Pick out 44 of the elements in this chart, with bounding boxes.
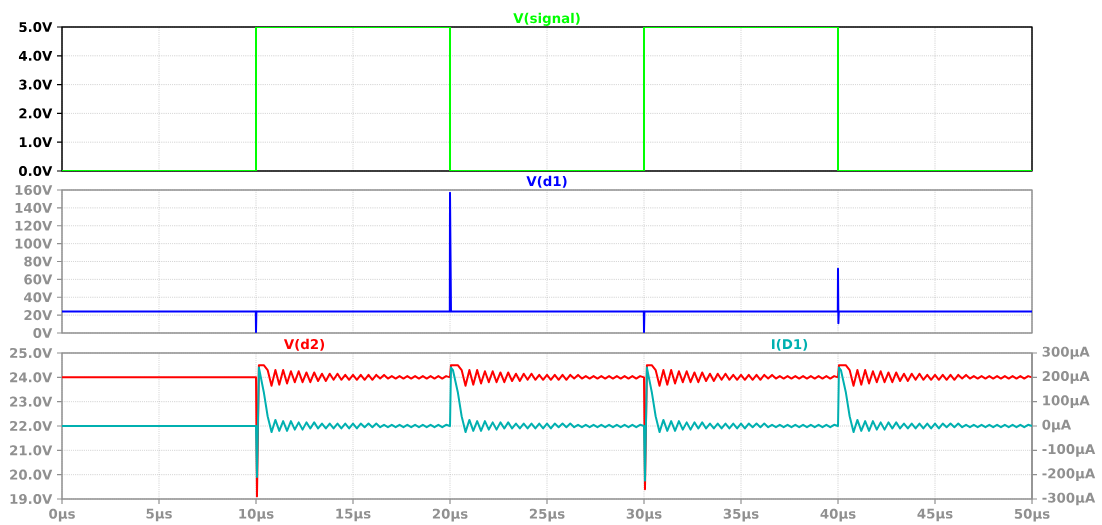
y-tick-label: 25.0V [10, 347, 53, 359]
y-tick-label: 21.0V [10, 445, 53, 456]
y-tick-label: 20V [24, 310, 53, 321]
y-tick-label: 120V [15, 220, 53, 231]
text: V(d1) [526, 175, 567, 188]
x-tick-label: 25µs [529, 508, 565, 522]
series-label: V(d2) [283, 338, 325, 351]
x-tick-label: 0µs [49, 508, 75, 522]
y-tick-label: 3.0V [19, 79, 53, 90]
x-tick-label: 20µs [432, 508, 468, 522]
text: V(signal) [513, 12, 580, 26]
y-tick-label: 19.0V [10, 493, 53, 505]
y-tick-label: 23.0V [10, 396, 53, 407]
y2-tick-label: 100µA [1043, 395, 1090, 408]
x-tick-label: 40µs [820, 508, 856, 522]
x-tick-label: 35µs [723, 508, 759, 522]
y2-tick-label: 0µA [1042, 419, 1072, 433]
y-tick-label: 1.0V [19, 137, 53, 148]
x-tick-label: 15µs [336, 508, 371, 522]
y2-tick-label: -300µA [1042, 492, 1096, 506]
x-tick-label: 10µs [239, 508, 274, 522]
y-tick-label: 4.0V [18, 50, 53, 61]
y-tick-label: 140V [15, 202, 53, 213]
y2-tick-label: 200µA [1042, 370, 1090, 384]
y-tick-label: 20.0V [10, 469, 53, 480]
y-tick-label: 80V [24, 256, 53, 267]
y-tick-label: 22.0V [10, 420, 53, 432]
y-tick-label: 2.0V [19, 108, 53, 119]
text: I(D1) [771, 338, 808, 351]
y-tick-label: 24.0V [10, 372, 53, 383]
y-tick-label: 5.0V [19, 21, 53, 33]
y-tick-label: 60V [24, 274, 53, 285]
y-tick-label: 0V [33, 327, 53, 339]
y2-tick-label: 300µA [1042, 346, 1090, 360]
y-tick-label: 0.0V [19, 165, 53, 177]
x-tick-label: 45µs [917, 508, 953, 522]
y-tick-label: 160V [15, 184, 53, 196]
y-tick-label: 40V [24, 292, 53, 303]
x-tick-label: 30µs [626, 508, 662, 522]
y2-tick-label: -100µA [1042, 443, 1096, 457]
y2-tick-label: -200µA [1042, 468, 1096, 481]
x-tick-label: 50µs [1014, 508, 1050, 522]
x-tick-label: 5µs [146, 508, 172, 522]
y-tick-label: 100V [15, 238, 53, 249]
